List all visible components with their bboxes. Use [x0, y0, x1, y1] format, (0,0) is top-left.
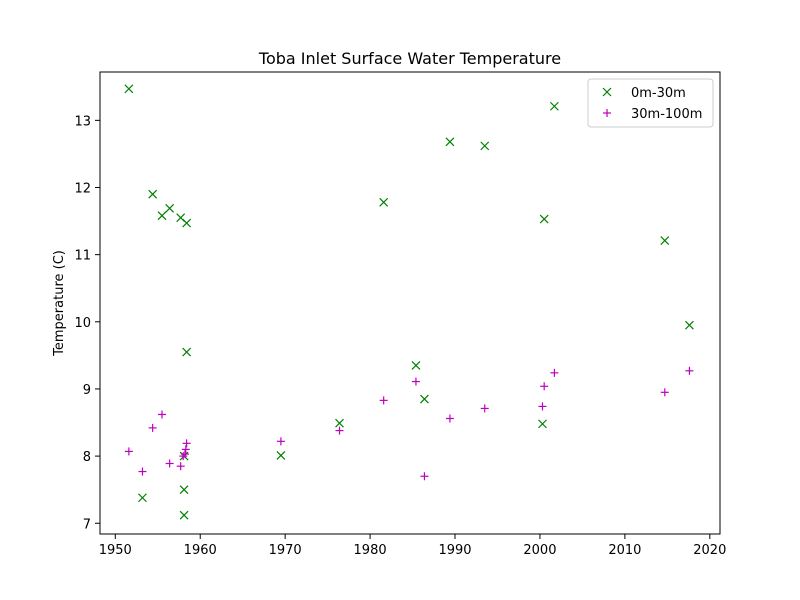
- x-tick-label: 1970: [269, 543, 302, 558]
- data-point: [165, 203, 175, 213]
- x-tick-label: 2000: [523, 543, 556, 558]
- data-point: [685, 320, 694, 330]
- data-point: [420, 472, 429, 481]
- legend-marker: [602, 87, 612, 97]
- data-point: [276, 437, 285, 446]
- data-point: [420, 394, 429, 404]
- data-point: [550, 368, 559, 377]
- data-point: [182, 347, 192, 357]
- data-point: [480, 141, 490, 151]
- chart-title: Toba Inlet Surface Water Temperature: [258, 49, 561, 68]
- data-point: [480, 404, 489, 413]
- y-axis-ticks: 7 8 9 10 11 12 13: [74, 114, 100, 532]
- data-point: [124, 447, 133, 456]
- data-point: [411, 361, 421, 370]
- data-point: [179, 510, 189, 520]
- x-tick-label: 2020: [693, 543, 726, 558]
- data-point: [148, 189, 158, 199]
- x-tick-label: 2010: [608, 543, 641, 558]
- y-tick-label: 12: [74, 182, 91, 197]
- data-point: [539, 214, 549, 224]
- legend-box: [587, 78, 714, 128]
- data-point: [660, 388, 669, 397]
- data-point: [179, 452, 188, 461]
- data-point: [549, 101, 559, 111]
- y-tick-label: 13: [74, 114, 91, 129]
- data-point: [165, 459, 174, 468]
- y-tick-label: 10: [74, 316, 91, 331]
- data-point: [660, 236, 670, 245]
- y-tick-label: 7: [83, 517, 91, 532]
- data-point: [445, 414, 454, 423]
- data-point: [379, 396, 388, 405]
- y-tick-label: 9: [83, 383, 91, 398]
- data-point: [538, 402, 547, 411]
- data-point: [445, 137, 455, 147]
- legend-label: 0m-30m: [631, 86, 686, 101]
- data-point: [379, 197, 389, 207]
- plot-area-frame: [99, 71, 721, 535]
- data-point: [182, 218, 192, 228]
- data-point: [182, 439, 191, 448]
- data-point: [181, 445, 190, 454]
- data-point: [685, 366, 694, 375]
- data-point: [124, 84, 134, 94]
- data-point: [276, 451, 286, 460]
- data-point: [335, 418, 344, 428]
- data-point: [179, 485, 189, 495]
- data-point: [176, 462, 185, 471]
- y-tick-label: 11: [74, 249, 91, 264]
- data-point: [180, 450, 189, 459]
- x-axis-ticks: 1950 1960 1970 1980 1990 2000 2010 2020: [99, 534, 726, 558]
- x-tick-label: 1960: [184, 543, 217, 558]
- data-markers: [124, 84, 694, 520]
- data-point: [148, 423, 157, 432]
- legend-entries: 0m-30m 30m-100m: [602, 86, 702, 122]
- legend-label: 30m-100m: [631, 107, 702, 122]
- legend-marker: [603, 109, 611, 117]
- data-point: [411, 377, 420, 386]
- data-point: [138, 493, 147, 503]
- y-tick-label: 8: [83, 450, 91, 465]
- data-point: [335, 426, 344, 435]
- series-1-points: [124, 84, 694, 520]
- series-2-points: [124, 366, 694, 481]
- y-axis-label: Temperature (C): [52, 250, 67, 357]
- x-tick-label: 1980: [354, 543, 387, 558]
- data-point: [138, 467, 147, 476]
- x-tick-label: 1950: [99, 543, 132, 558]
- data-point: [157, 211, 167, 221]
- data-point: [540, 382, 549, 391]
- x-tick-label: 1990: [438, 543, 471, 558]
- legend: 0m-30m 30m-100m: [587, 78, 714, 128]
- data-point: [538, 419, 547, 429]
- data-point: [158, 410, 166, 419]
